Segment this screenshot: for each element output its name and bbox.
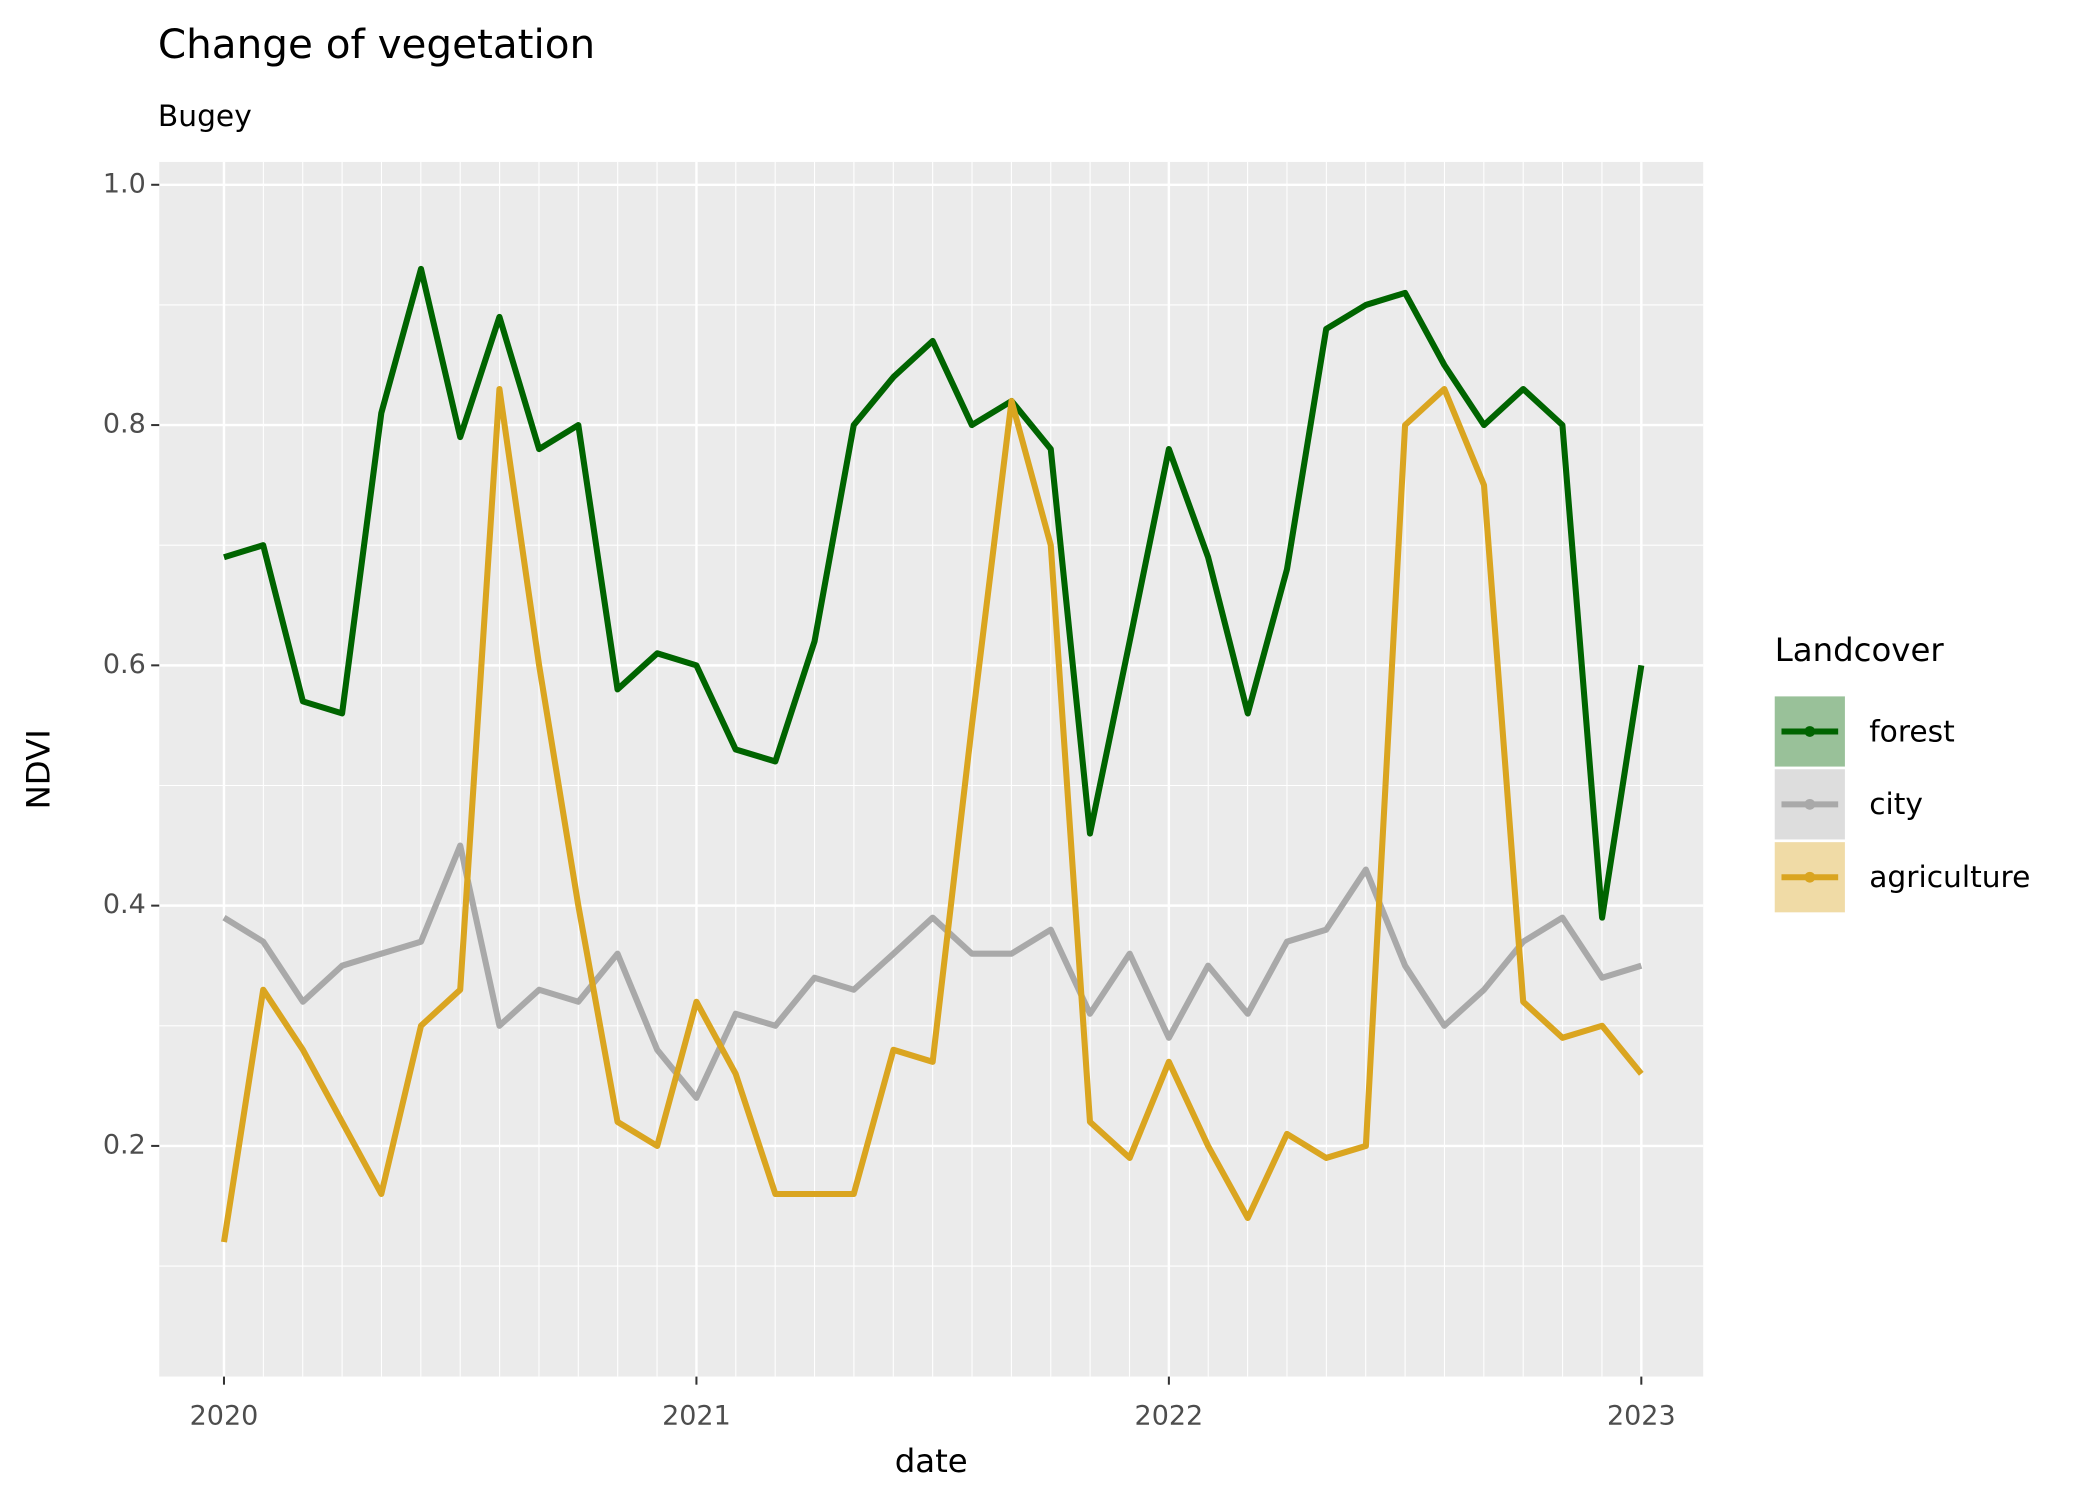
series-line (222, 842, 1643, 1101)
series-line (223, 265, 1645, 921)
legend-label: city (1869, 787, 1923, 822)
legend-key-point (1804, 726, 1816, 737)
legend-key-point (1804, 798, 1816, 810)
y-tick-label: 0.4 (103, 889, 146, 920)
y-axis-title: NDVI (19, 729, 57, 809)
x-axis-title: date (895, 1442, 968, 1480)
legend-label: forest (1869, 714, 1955, 749)
y-tick-label: 0.8 (103, 409, 146, 440)
legend-key-point (1804, 871, 1816, 883)
chart-title: Change of vegetation (158, 20, 595, 68)
y-tick-label: 0.6 (103, 649, 146, 680)
y-tick-label: 0.2 (103, 1129, 146, 1160)
x-tick-label: 2020 (190, 1401, 259, 1432)
x-tick-label: 2022 (1135, 1401, 1204, 1432)
legend-title: Landcover (1775, 631, 1945, 669)
x-tick-label: 2021 (662, 1401, 731, 1432)
y-tick-label: 1.0 (103, 168, 146, 199)
legend-label: agriculture (1869, 860, 2030, 895)
chart-subtitle: Bugey (158, 99, 252, 134)
x-tick-label: 2023 (1607, 1401, 1676, 1432)
series-line (220, 385, 1644, 1243)
